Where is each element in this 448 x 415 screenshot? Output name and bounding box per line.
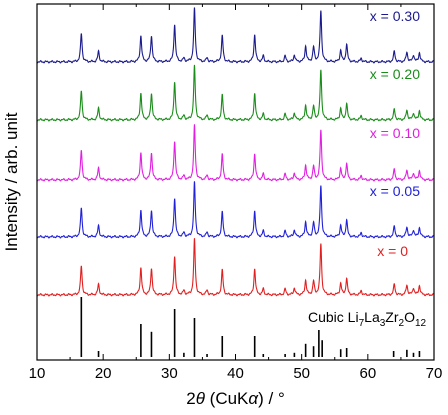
x-tick-label: 70 — [426, 365, 443, 382]
y-axis-title: Intensity / arb. unit — [2, 112, 21, 251]
reference-label-part-7: 12 — [415, 318, 427, 329]
x-tick-label: 30 — [161, 365, 178, 382]
x-tick-label: 50 — [293, 365, 310, 382]
reference-label-part-4: Zr — [385, 309, 399, 325]
x-axis-title-part-3: α — [248, 389, 259, 408]
series-line-4 — [36, 238, 435, 297]
series-line-0 — [36, 7, 435, 64]
x-axis-ticks: 10 20 30 40 50 60 70 — [29, 4, 443, 382]
plot-frame — [36, 3, 435, 361]
series-line-1 — [36, 64, 435, 122]
series-line-3 — [36, 181, 435, 239]
x-axis-title: 2θ (CuKα) / ° — [186, 389, 285, 408]
reference-label: Cubic Li7La3Zr2O12 — [308, 309, 427, 329]
series-label-2: x = 0.10 — [370, 125, 420, 141]
x-tick-label: 60 — [359, 365, 376, 382]
series-label-3: x = 0.05 — [370, 183, 420, 199]
x-axis-title-part-0: 2 — [186, 389, 195, 408]
series-label-1: x = 0.20 — [370, 66, 420, 82]
series-line-2 — [36, 124, 435, 182]
x-axis-title-part-2: (CuK — [205, 389, 249, 408]
x-tick-label: 10 — [29, 365, 46, 382]
reference-label-part-3: 3 — [380, 318, 386, 329]
reference-label-part-0: Cubic Li — [308, 309, 359, 325]
plot-area: x = 0.30 x = 0.20 x = 0.10 x = 0.05 x = 0 Cub… — [36, 7, 435, 357]
x-axis-title-part-1: θ — [196, 389, 206, 408]
reference-label-part-1: 7 — [359, 318, 365, 329]
series-label-0: x = 0.30 — [370, 8, 420, 24]
series-label-4: x = 0 — [377, 243, 408, 259]
x-tick-label: 40 — [227, 365, 244, 382]
x-axis-title-part-4: ) / ° — [258, 389, 285, 408]
x-tick-label: 20 — [95, 365, 112, 382]
reference-label-part-5: 2 — [399, 318, 405, 329]
reference-label-part-2: La — [364, 309, 380, 325]
reference-label-part-6: O — [404, 309, 415, 325]
